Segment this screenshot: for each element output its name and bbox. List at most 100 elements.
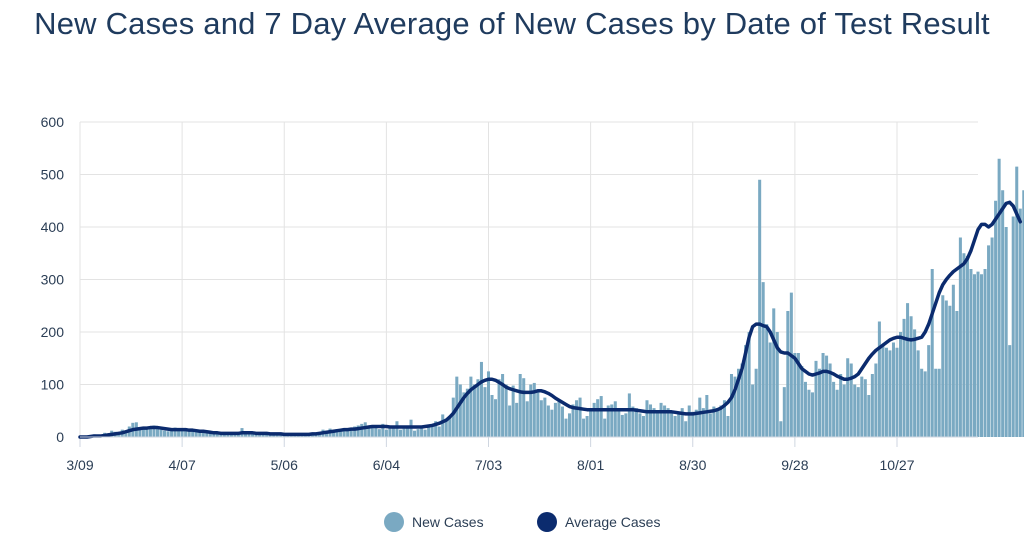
bar-new-cases[interactable] bbox=[575, 400, 579, 437]
bar-new-cases[interactable] bbox=[363, 422, 367, 437]
bar-new-cases[interactable] bbox=[596, 399, 600, 437]
bar-new-cases[interactable] bbox=[384, 429, 388, 437]
bar-new-cases[interactable] bbox=[1018, 208, 1022, 437]
bar-new-cases[interactable] bbox=[233, 433, 237, 437]
bar-new-cases[interactable] bbox=[1008, 345, 1012, 437]
bar-new-cases[interactable] bbox=[930, 269, 934, 437]
bar-new-cases[interactable] bbox=[821, 353, 825, 437]
bar-new-cases[interactable] bbox=[163, 430, 167, 437]
bar-new-cases[interactable] bbox=[184, 429, 188, 437]
bar-new-cases[interactable] bbox=[592, 402, 596, 437]
bar-new-cases[interactable] bbox=[856, 387, 860, 437]
bar-new-cases[interactable] bbox=[881, 345, 885, 437]
bar-new-cases[interactable] bbox=[909, 316, 913, 437]
bar-new-cases[interactable] bbox=[634, 408, 638, 437]
bar-new-cases[interactable] bbox=[744, 345, 748, 437]
bar-new-cases[interactable] bbox=[254, 433, 258, 437]
bar-new-cases[interactable] bbox=[853, 384, 857, 438]
legend-item-average-cases[interactable]: Average Cases bbox=[537, 512, 660, 532]
bar-new-cases[interactable] bbox=[599, 396, 603, 437]
bar-new-cases[interactable] bbox=[219, 434, 223, 437]
bar-new-cases[interactable] bbox=[476, 379, 480, 437]
bar-new-cases[interactable] bbox=[779, 421, 783, 437]
bar-new-cases[interactable] bbox=[582, 418, 586, 437]
bar-new-cases[interactable] bbox=[782, 387, 786, 437]
bar-new-cases[interactable] bbox=[486, 371, 491, 437]
bar-new-cases[interactable] bbox=[754, 368, 758, 437]
bar-new-cases[interactable] bbox=[1004, 227, 1008, 437]
bar-new-cases[interactable] bbox=[839, 374, 843, 437]
bar-new-cases[interactable] bbox=[677, 413, 681, 437]
bar-new-cases[interactable] bbox=[226, 434, 230, 437]
bar-new-cases[interactable] bbox=[775, 332, 779, 437]
bar-new-cases[interactable] bbox=[155, 426, 159, 438]
bar-new-cases[interactable] bbox=[877, 321, 881, 438]
bar-new-cases[interactable] bbox=[663, 405, 667, 438]
bar-new-cases[interactable] bbox=[638, 413, 642, 437]
bar-new-cases[interactable] bbox=[479, 361, 483, 437]
bar-new-cases[interactable] bbox=[860, 376, 864, 437]
bar-new-cases[interactable] bbox=[1015, 166, 1019, 437]
bar-new-cases[interactable] bbox=[546, 405, 550, 438]
bar-new-cases[interactable] bbox=[793, 353, 797, 437]
bar-new-cases[interactable] bbox=[729, 374, 734, 437]
bar-new-cases[interactable] bbox=[423, 429, 427, 437]
bar-new-cases[interactable] bbox=[948, 305, 952, 437]
bar-new-cases[interactable] bbox=[289, 435, 293, 437]
bar-new-cases[interactable] bbox=[673, 416, 677, 437]
bar-new-cases[interactable] bbox=[469, 376, 473, 437]
bar-new-cases[interactable] bbox=[803, 381, 807, 437]
bar-new-cases[interactable] bbox=[888, 350, 892, 437]
bar-new-cases[interactable] bbox=[772, 308, 776, 437]
bar-new-cases[interactable] bbox=[722, 400, 726, 437]
bar-new-cases[interactable] bbox=[536, 389, 540, 437]
bar-new-cases[interactable] bbox=[465, 388, 469, 437]
bar-new-cases[interactable] bbox=[388, 428, 392, 437]
bar-new-cases[interactable] bbox=[606, 405, 610, 438]
bar-new-cases[interactable] bbox=[381, 423, 385, 437]
bar-new-cases[interactable] bbox=[391, 427, 395, 437]
bar-new-cases[interactable] bbox=[645, 400, 649, 437]
bar-new-cases[interactable] bbox=[906, 303, 910, 437]
bar-new-cases[interactable] bbox=[712, 406, 716, 437]
bar-new-cases[interactable] bbox=[715, 408, 719, 437]
bar-new-cases[interactable] bbox=[913, 329, 917, 437]
legend-item-new-cases[interactable]: New Cases bbox=[384, 512, 484, 532]
bar-new-cases[interactable] bbox=[360, 423, 364, 437]
bar-new-cases[interactable] bbox=[180, 429, 184, 437]
bar-new-cases[interactable] bbox=[353, 426, 357, 438]
bar-new-cases[interactable] bbox=[916, 350, 920, 437]
bar-new-cases[interactable] bbox=[659, 402, 663, 437]
bar-new-cases[interactable] bbox=[148, 428, 152, 437]
bar-new-cases[interactable] bbox=[719, 405, 723, 438]
bar-new-cases[interactable] bbox=[201, 431, 205, 437]
bar-new-cases[interactable] bbox=[339, 429, 343, 437]
bar-new-cases[interactable] bbox=[173, 427, 177, 437]
bar-new-cases[interactable] bbox=[377, 429, 381, 437]
bar-new-cases[interactable] bbox=[427, 425, 431, 437]
bar-new-cases[interactable] bbox=[895, 347, 899, 437]
bar-new-cases[interactable] bbox=[518, 374, 522, 437]
bar-new-cases[interactable] bbox=[656, 411, 660, 437]
bar-new-cases[interactable] bbox=[335, 429, 339, 437]
bar-new-cases[interactable] bbox=[346, 430, 350, 437]
bar-new-cases[interactable] bbox=[987, 245, 991, 437]
bar-new-cases[interactable] bbox=[332, 431, 336, 437]
bar-new-cases[interactable] bbox=[899, 332, 903, 437]
bar-new-cases[interactable] bbox=[212, 433, 216, 437]
bar-new-cases[interactable] bbox=[870, 374, 874, 437]
bar-new-cases[interactable] bbox=[832, 381, 836, 437]
bar-new-cases[interactable] bbox=[828, 363, 832, 438]
bar-new-cases[interactable] bbox=[145, 427, 149, 437]
bar-new-cases[interactable] bbox=[1022, 190, 1024, 437]
bar-new-cases[interactable] bbox=[652, 408, 656, 437]
bar-new-cases[interactable] bbox=[765, 324, 769, 437]
bar-new-cases[interactable] bbox=[648, 404, 653, 437]
bar-new-cases[interactable] bbox=[863, 379, 867, 437]
bar-new-cases[interactable] bbox=[768, 342, 772, 438]
bar-new-cases[interactable] bbox=[434, 421, 438, 437]
bar-new-cases[interactable] bbox=[451, 397, 455, 437]
bar-new-cases[interactable] bbox=[215, 432, 219, 437]
bar-new-cases[interactable] bbox=[198, 432, 202, 437]
bar-new-cases[interactable] bbox=[680, 408, 684, 437]
